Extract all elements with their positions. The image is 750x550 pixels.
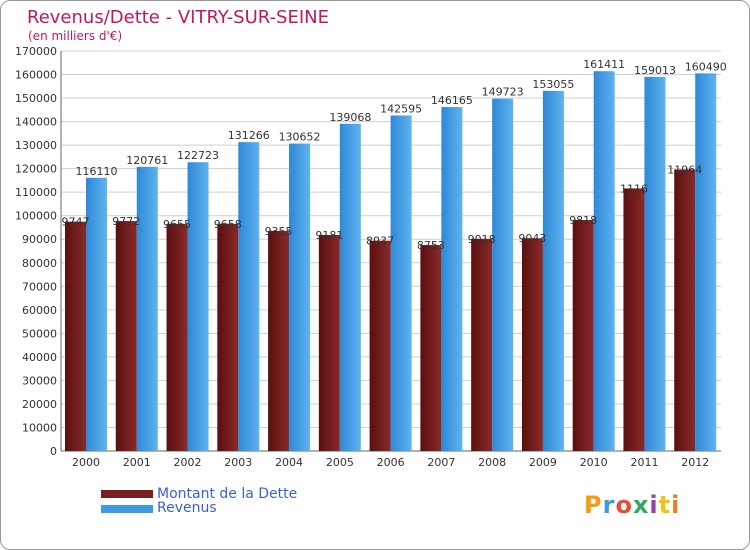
bar-revenue [187,162,209,452]
bar-revenue [136,166,158,451]
y-tick-label: 120000 [15,163,57,176]
bar-revenue [339,123,361,451]
x-tick-label: 2002 [174,456,202,469]
data-label-debt: 9772 [112,215,140,228]
data-label-revenue: 139068 [329,111,371,124]
x-tick-label: 2000 [72,456,100,469]
bar-revenue [390,115,412,451]
bar-revenue [593,71,615,451]
logo-letter: o [615,491,633,519]
x-tick-label: 2005 [326,456,354,469]
logo-letter: i [671,491,681,519]
x-tick-label: 2006 [377,456,405,469]
data-label-revenue: 131266 [228,129,270,142]
data-label-debt: 9355 [265,225,293,238]
bar-debt [166,223,188,451]
y-tick-label: 10000 [22,421,57,434]
bar-revenue [238,142,260,451]
bar-debt [674,169,696,451]
logo-letter: i [649,491,659,519]
legend-swatch-debt [101,490,153,498]
data-label-revenue: 120761 [126,154,168,167]
logo-letter: P [584,491,603,519]
data-label-debt: 9818 [569,214,597,227]
bar-debt [115,221,137,451]
data-label-revenue: 130652 [279,131,321,144]
data-label-debt: 8937 [366,235,394,248]
chart-title: Revenus/Dette - VITRY-SUR-SEINE [27,7,329,28]
x-tick-label: 2003 [224,456,252,469]
y-tick-label: 90000 [22,233,57,246]
data-label-revenue: 149723 [482,86,524,99]
data-label-revenue: 142595 [380,102,422,115]
y-tick-label: 140000 [15,116,57,129]
y-tick-label: 160000 [15,69,57,82]
bar-debt [217,223,239,451]
data-label-debt: 9747 [62,216,90,229]
x-tick-label: 2007 [427,456,455,469]
x-tick-label: 2011 [630,456,658,469]
data-label-debt: 9043 [518,232,546,245]
bar-revenue [695,73,717,452]
bar-debt [572,219,594,451]
logo-letter: t [658,491,672,519]
y-tick-label: 170000 [15,45,57,58]
y-tick-label: 70000 [22,280,57,293]
y-tick-label: 110000 [15,186,57,199]
data-label-revenue: 161411 [583,58,625,71]
bar-debt [420,245,442,451]
bar-debt [471,238,493,451]
data-label-debt: 8753 [417,239,445,252]
y-tick-label: 0 [50,445,57,458]
y-tick-label: 30000 [22,374,57,387]
y-tick-label: 130000 [15,139,57,152]
proxiti-logo: Proxiti [584,491,680,519]
x-tick-label: 2012 [681,456,709,469]
bar-revenue [492,98,514,452]
bar-debt [65,221,86,451]
data-label-revenue: 122723 [177,149,219,162]
chart-subtitle: (en milliers d'€) [28,29,123,43]
logo-letter: x [632,491,650,519]
y-tick-label: 80000 [22,257,57,270]
bar-debt [268,230,290,451]
x-tick-label: 2009 [529,456,557,469]
data-label-revenue: 153055 [532,78,574,91]
data-label-debt: 9658 [214,218,242,231]
y-tick-label: 20000 [22,398,57,411]
data-label-revenue: 160490 [685,60,727,73]
x-tick-label: 2004 [275,456,303,469]
data-label-revenue: 116110 [76,165,118,178]
y-tick-label: 50000 [22,327,57,340]
data-label-debt: 1116 [620,182,648,195]
x-tick-label: 2010 [580,456,608,469]
legend-label-debt: Montant de la Dette [157,486,298,502]
legend-swatch-revenue [101,505,153,513]
x-tick-label: 2008 [478,456,506,469]
bar-revenue [644,76,666,451]
data-label-debt: 11964 [667,163,702,176]
legend-label-revenue: Revenus [157,500,217,516]
y-tick-label: 150000 [15,92,57,105]
bar-revenue [441,107,463,452]
bar-revenue [289,143,311,451]
logo-letter: r [602,491,616,519]
bar-debt [521,238,543,451]
bar-revenue [86,177,107,452]
data-label-debt: 9655 [163,218,191,231]
bar-revenue [542,90,564,451]
data-label-debt: 9018 [468,233,496,246]
x-tick-label: 2001 [123,456,151,469]
data-label-revenue: 146165 [431,94,473,107]
data-label-revenue: 159013 [634,64,676,77]
y-tick-label: 40000 [22,351,57,364]
bar-debt [623,188,645,452]
bar-debt [369,240,391,451]
y-tick-label: 100000 [15,210,57,223]
data-label-debt: 9181 [315,229,343,242]
bar-debt [318,234,340,451]
y-tick-label: 60000 [22,304,57,317]
